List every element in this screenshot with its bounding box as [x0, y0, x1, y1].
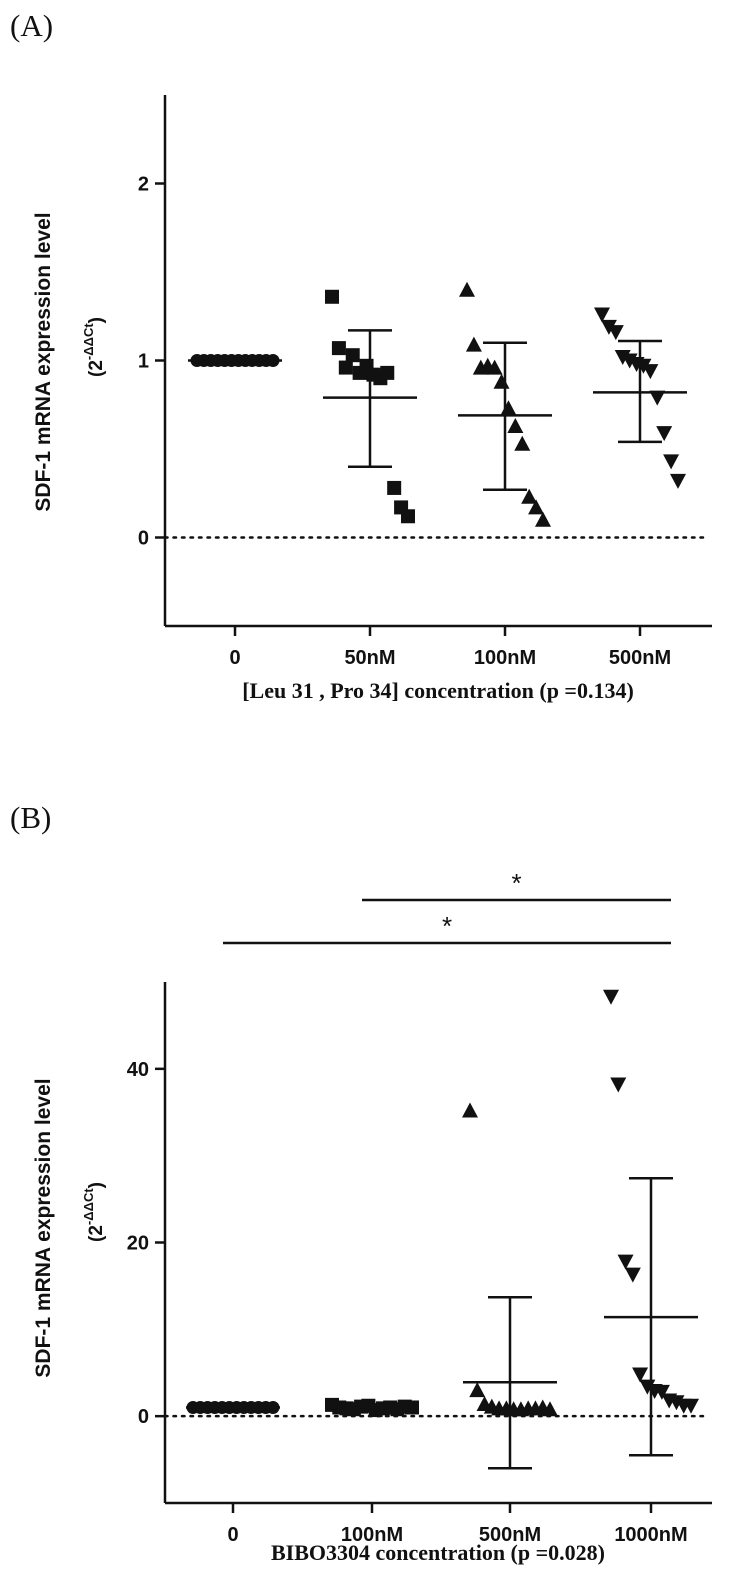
data-point-500nm — [642, 364, 659, 380]
y-axis-title-b: SDF-1 mRNA expression level — [32, 1078, 55, 1377]
data-point-500nm — [656, 426, 673, 442]
data-point-1000nm — [683, 1398, 699, 1414]
y-tick-label: 40 — [127, 1059, 149, 1081]
panel-b: (B) SDF-1 mRNA expression level (2-ΔΔCt)… — [10, 800, 712, 1565]
significance-star: * — [511, 868, 521, 898]
x-axis-label-b: BIBO3304 concentration (p =0.028) — [271, 1540, 605, 1565]
y-axis-unit-a: (2-ΔΔCt) — [81, 317, 107, 377]
data-point-100nm — [514, 435, 531, 451]
y-axis-ticks-a: 0 1 2 — [138, 174, 165, 550]
mean-sd-bars-b — [186, 1176, 698, 1470]
x-tick-label: 50nM — [344, 647, 395, 669]
data-point-50nm — [338, 360, 353, 375]
data-point-50nm — [325, 289, 339, 304]
data-point-1000nm — [632, 1367, 649, 1383]
data-point-1000nm — [653, 1384, 670, 1400]
data-point-50nm — [380, 365, 395, 380]
data-point-500nm — [607, 325, 624, 341]
panel-label-b: (B) — [10, 800, 51, 835]
data-point-50nm — [331, 341, 346, 356]
y-axis-ticks-b: 0 20 40 — [127, 1059, 165, 1428]
data-point-100nm — [459, 281, 475, 297]
data-point-100nm — [528, 499, 545, 515]
y-tick-label: 20 — [127, 1233, 149, 1255]
y-axis-label-a: SDF-1 mRNA expression level — [32, 212, 55, 511]
data-point-500nm — [649, 390, 666, 406]
mean-sd-bars-a — [188, 329, 687, 491]
y-axis-label-b: SDF-1 mRNA expression level — [32, 1078, 55, 1377]
data-point-1000nm — [624, 1267, 641, 1283]
data-point-100nm — [465, 336, 482, 352]
panel-label-a: (A) — [10, 8, 53, 43]
data-point-100nm — [535, 511, 551, 527]
data-points-b — [186, 989, 699, 1418]
y-axis-unit-label-b: (2-ΔΔCt) — [81, 1182, 107, 1242]
data-point-1000nm — [603, 989, 619, 1005]
x-tick-label: 0 — [229, 647, 240, 669]
data-point-100nm — [493, 373, 510, 389]
data-point-50nm — [401, 509, 415, 524]
data-point-500nm — [542, 1401, 558, 1417]
y-tick-label: 0 — [138, 528, 149, 550]
data-point-50nm — [345, 348, 360, 363]
y-axis-unit-b: (2-ΔΔCt) — [81, 1182, 107, 1242]
x-tick-label: 100nM — [474, 647, 536, 669]
data-point-100nm — [507, 417, 524, 433]
data-points-a — [190, 281, 686, 527]
data-point-500nm — [594, 307, 610, 323]
y-axis-title-a: SDF-1 mRNA expression level — [32, 212, 55, 511]
data-point-100nm — [500, 400, 517, 416]
significance-brackets-b: ** — [223, 868, 671, 945]
x-axis-ticks-b: 0 100nM 500nM 1000nM — [227, 1503, 688, 1546]
data-point-500nm — [670, 473, 686, 489]
x-tick-label: 500nM — [479, 1524, 541, 1546]
data-point-500nm — [469, 1382, 486, 1398]
panel-a: (A) SDF-1 mRNA expression level (2-ΔΔCt)… — [10, 8, 712, 703]
data-point-100nm — [486, 359, 503, 375]
x-tick-label: 100nM — [341, 1524, 403, 1546]
data-point-500nm — [600, 319, 617, 335]
y-axis-unit-label-a: (2-ΔΔCt) — [81, 317, 107, 377]
significance-star: * — [442, 911, 452, 941]
x-axis-label-a: [Leu 31 , Pro 34] concentration (p =0.13… — [242, 678, 634, 703]
data-point-50nm — [387, 480, 402, 495]
x-tick-label: 1000nM — [614, 1524, 687, 1546]
data-point-1000nm — [610, 1077, 627, 1093]
x-tick-label: 500nM — [609, 647, 671, 669]
y-tick-label: 0 — [138, 1406, 149, 1428]
x-axis-ticks-a: 0 50nM 100nM 500nM — [229, 626, 671, 669]
data-point-500nm — [663, 454, 680, 470]
data-point-1000nm — [617, 1254, 634, 1270]
y-tick-label: 2 — [138, 174, 149, 196]
data-point-500nm — [462, 1102, 478, 1118]
data-point-100nm — [521, 488, 538, 504]
x-tick-label: 0 — [227, 1524, 238, 1546]
y-tick-label: 1 — [138, 351, 149, 373]
